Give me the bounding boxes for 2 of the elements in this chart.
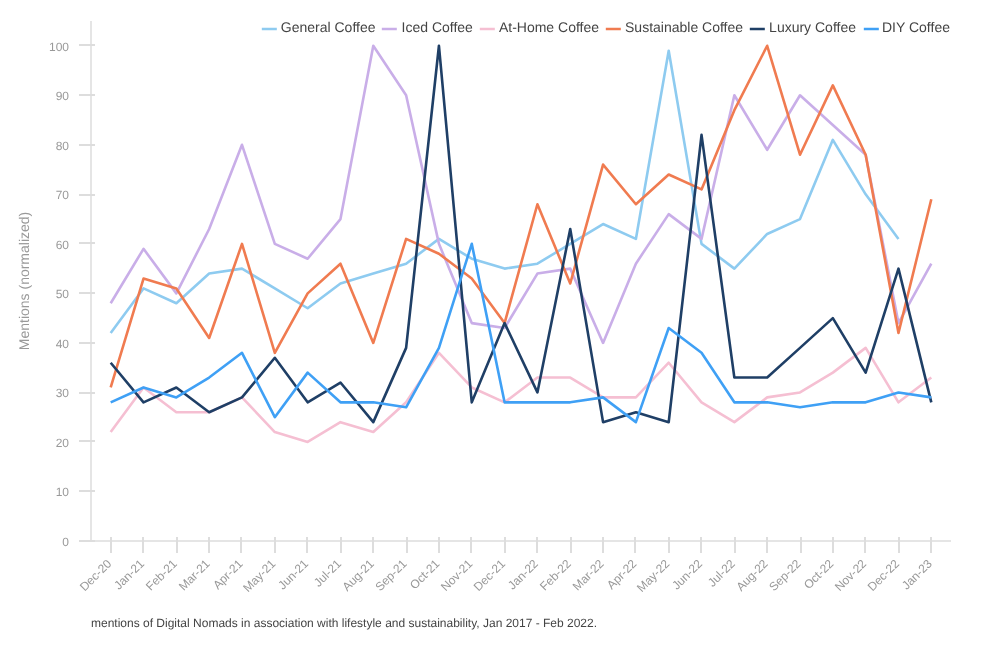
line-series [109, 346, 933, 444]
line-series [109, 242, 933, 424]
